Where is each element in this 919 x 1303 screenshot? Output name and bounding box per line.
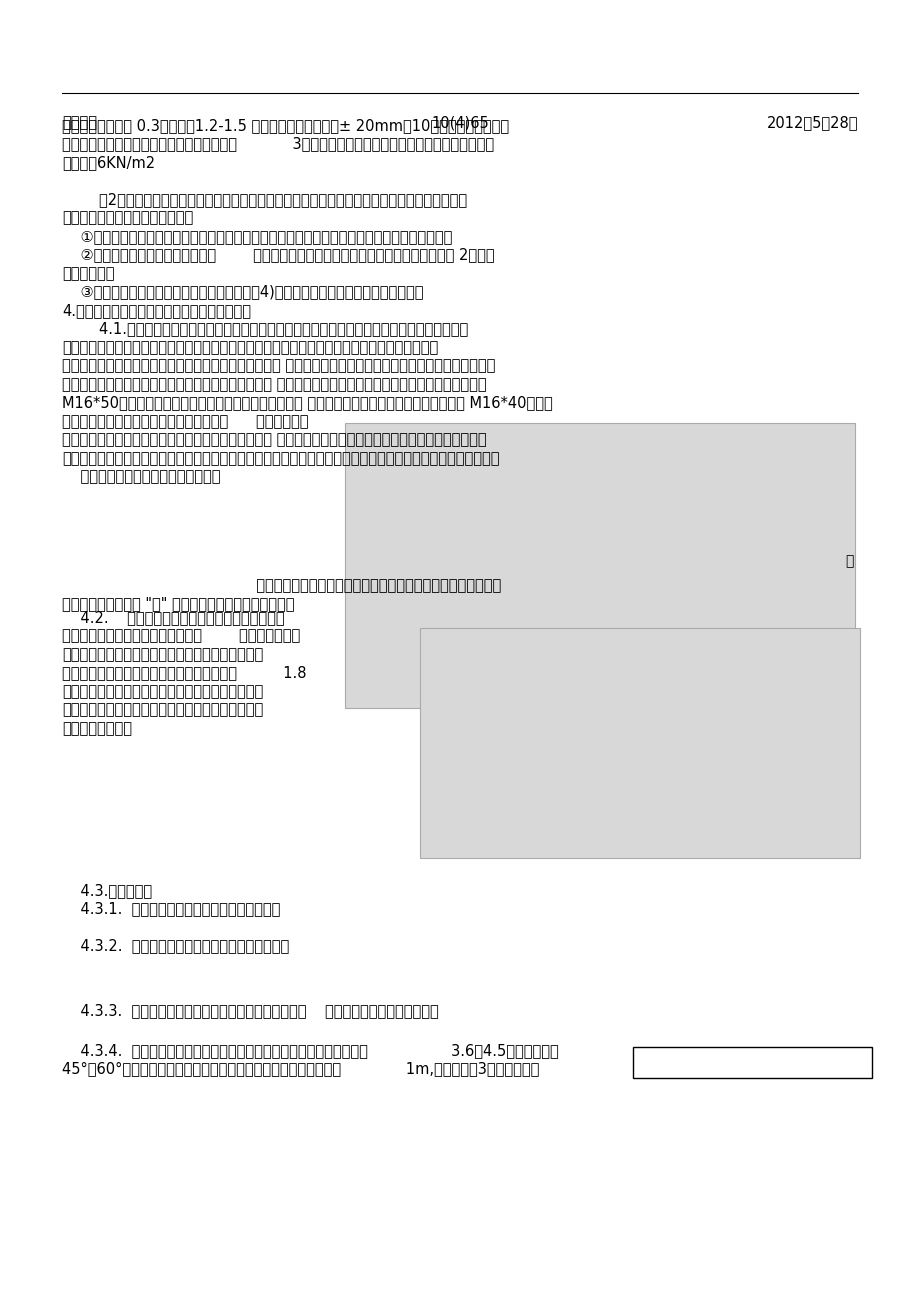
Text: 桁架以上架体按双排脚手架搭设规范进行搭设。水平桁 架由立杆、大小横杆、桁架斜杆等定型构件组成，采用: 桁架以上架体按双排脚手架搭设规范进行搭设。水平桁 架由立杆、大小横杆、桁架斜杆等… xyxy=(62,377,486,392)
Text: 米，为保证水平支撑桁架有足够的承载能力和整体钢: 米，为保证水平支撑桁架有足够的承载能力和整体钢 xyxy=(62,684,263,698)
Text: 便搭设操作平台。具体操作如下：: 便搭设操作平台。具体操作如下： xyxy=(62,211,193,225)
Text: M16*50螺栓连接。竖向主框架由导轨、立杆加定型斜杆 和小横杆组成，主框架之间上下连接采用 M16*40螺栓连: M16*50螺栓连接。竖向主框架由导轨、立杆加定型斜杆 和小横杆组成，主框架之间… xyxy=(62,396,552,410)
FancyBboxPatch shape xyxy=(420,628,859,857)
Text: 4.组装竖向主框架及水平桁架（见附图四、五）: 4.组装竖向主框架及水平桁架（见附图四、五） xyxy=(62,304,251,318)
Text: 工程编号: 工程编号 xyxy=(62,115,96,130)
Text: 杆尺寸确定好跨距间距。一般非标跨都不大于          1.8: 杆尺寸确定好跨距间距。一般非标跨都不大于 1.8 xyxy=(62,666,306,680)
Text: 出现个别非标准跨度（称为非标跨）        ，即图纸上的无: 出现个别非标准跨度（称为非标跨） ，即图纸上的无 xyxy=(62,628,300,644)
Text: 4.3.4.  升降架外侧沿长度和高度连续设置剪刀撑，剪刀撑宽度控制在                  3.6～4.5米间，斜杆成: 4.3.4. 升降架外侧沿长度和高度连续设置剪刀撑，剪刀撑宽度控制在 3.6～4… xyxy=(62,1042,558,1058)
Text: ①从首层层开始放宽架体宽度，该步所有与大横杆立杆相连的扣件以下全部加装一个防滑扣件；: ①从首层层开始放宽架体宽度，该步所有与大横杆立杆相连的扣件以下全部加装一个防滑扣… xyxy=(62,229,452,244)
Text: （即角钢内面一面向外，一面向下）: （即角钢内面一面向外，一面向下） xyxy=(62,469,221,485)
Text: 4.3.搭设要求：: 4.3.搭设要求： xyxy=(62,883,152,898)
Text: （如右图所示）。: （如右图所示）。 xyxy=(62,721,131,736)
Text: 10(4)65: 10(4)65 xyxy=(431,115,488,130)
Text: 横: 横 xyxy=(844,554,853,568)
Text: ③下部架体必须有可靠的拉接和卸载措施；（4)落地脚手架必须有可靠的防沉降措施。: ③下部架体必须有可靠的拉接和卸载措施；（4)落地脚手架必须有可靠的防沉降措施。 xyxy=(62,284,423,300)
Text: 数字跨。在连接至非标跨时，应根据非标跨两侧的立: 数字跨。在连接至非标跨时，应根据非标跨两侧的立 xyxy=(62,648,263,662)
Text: 接。局部位置连接加固方法见（图十所示）      。在水平支撑: 接。局部位置连接加固方法见（图十所示） 。在水平支撑 xyxy=(62,414,308,429)
FancyBboxPatch shape xyxy=(632,1048,871,1078)
Text: 2012年5月28日: 2012年5月28日 xyxy=(766,115,857,130)
Text: ②下部架体立杆跨度与要求不符，        可采用搭接或背接方式，搭接或背接的立杆必向下与 2根大横: ②下部架体立杆跨度与要求不符， 可采用搭接或背接方式，搭接或背接的立杆必向下与 … xyxy=(62,248,494,262)
Text: 。桁架斜杆连接在靠近立杆和导轨处的连接孔上，必须保证斜杆: 。桁架斜杆连接在靠近立杆和导轨处的连接孔上，必须保证斜杆 xyxy=(62,579,501,593)
FancyBboxPatch shape xyxy=(345,423,854,708)
Text: 45°～60°倾角。剪刀撑斜杆用旋转扣件搭接连接，搭接长度不小于              1m,采用不少于3个旋转扣件。: 45°～60°倾角。剪刀撑斜杆用旋转扣件搭接连接，搭接长度不小于 1m,采用不少… xyxy=(62,1062,539,1076)
Text: 杆距墙尺寸不大于 0.3米，宽度1.2-1.5 米，水平度误差控制在± 20mm每10米跨度。操作平台搭: 杆距墙尺寸不大于 0.3米，宽度1.2-1.5 米，水平度误差控制在± 20mm… xyxy=(62,119,508,133)
Text: 设完毕后必须有加固措施，应在平台顶部按每            3米一组水平拉杆和斜杆对平台进行卸载加固，其承: 设完毕后必须有加固措施，应在平台顶部按每 3米一组水平拉杆和斜杆对平台进行卸载加… xyxy=(62,137,494,151)
Text: （2）操作平台搭设于落地脚手架上。由于落地脚手架宽度较小，需从首层开始放宽架体宽度以: （2）操作平台搭设于落地脚手架上。由于落地脚手架宽度较小，需从首层开始放宽架体宽… xyxy=(62,192,467,207)
Text: 4.3.3.  相邻立杆、大横杆接头不允许在同一步（跨）    内；扣件螺母拧紧符合规范。: 4.3.3. 相邻立杆、大横杆接头不允许在同一步（跨） 内；扣件螺母拧紧符合规范… xyxy=(62,1003,438,1018)
Text: 桁架安装时应注意，各种立杆前后左右高度应错开，桁 架斜杆安装在桁架横道两侧，横杆必须安装在主框架及: 桁架安装时应注意，各种立杆前后左右高度应错开，桁 架斜杆安装在桁架横道两侧，横杆… xyxy=(62,433,486,447)
Text: 4.3.2.  架体外侧探头杆件必须保持平整，管头长: 4.3.2. 架体外侧探头杆件必须保持平整，管头长 xyxy=(62,938,289,954)
Text: 立杆连接板内侧（如图所示）。连接螺栓应从外向里穿插，桁架斜杆全部安装在连接板外侧，且保证角钢横边向上: 立杆连接板内侧（如图所示）。连接螺栓应从外向里穿插，桁架斜杆全部安装在连接板外侧… xyxy=(62,451,499,466)
Text: 连接在主框架处呈正 "八" 字型，其他位置呈波浪形连接。: 连接在主框架处呈正 "八" 字型，其他位置呈波浪形连接。 xyxy=(62,597,294,611)
Text: 4.3.1.  安装水平桁架时，桁架外侧必须平整。: 4.3.1. 安装水平桁架时，桁架外侧必须平整。 xyxy=(62,902,280,916)
Text: 杆进行扣接；: 杆进行扣接； xyxy=(62,266,114,281)
Text: 一般来说，应在建筑物外形结构形状变化复杂、架体同结构相关因素多的地方开始安装。依照平面: 一般来说，应在建筑物外形结构形状变化复杂、架体同结构相关因素多的地方开始安装。依… xyxy=(62,340,437,354)
Text: 4.1.第一步架的组装是整套升降脚手架安装质量的关键，一定要认真仔细，严格按要求进行。: 4.1.第一步架的组装是整套升降脚手架安装质量的关键，一定要认真仔细，严格按要求… xyxy=(62,322,468,336)
Text: 度，非标跨应使用普通钢管连接成双横杆双斜杆形式: 度，非标跨应使用普通钢管连接成双横杆双斜杆形式 xyxy=(62,702,263,718)
Text: 载能力为6KN/m2: 载能力为6KN/m2 xyxy=(62,155,155,169)
Text: 布置图（见附图一），在预先搭设的操作平台上安装第一 节主框架，将主框架立杆与平台相扣，搭设水平桁架。: 布置图（见附图一），在预先搭设的操作平台上安装第一 节主框架，将主框架立杆与平台… xyxy=(62,358,494,374)
Text: 4.2.    由于建筑结构复杂多，架体在设计时不免: 4.2. 由于建筑结构复杂多，架体在设计时不免 xyxy=(62,610,284,625)
